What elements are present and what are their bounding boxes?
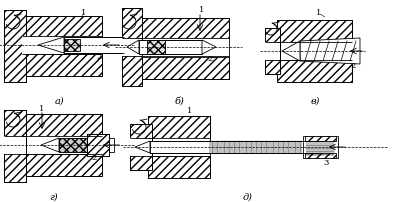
Text: г): г) <box>50 191 58 201</box>
Polygon shape <box>265 29 280 75</box>
Text: 2: 2 <box>91 153 97 161</box>
Polygon shape <box>122 9 142 87</box>
Polygon shape <box>305 136 336 141</box>
Polygon shape <box>139 19 229 39</box>
Polygon shape <box>87 134 109 156</box>
Polygon shape <box>64 38 124 54</box>
Polygon shape <box>130 124 152 170</box>
Polygon shape <box>4 136 26 154</box>
Polygon shape <box>303 136 338 158</box>
Text: а): а) <box>54 96 64 105</box>
Text: 1: 1 <box>199 6 205 14</box>
Polygon shape <box>277 61 352 83</box>
Text: д): д) <box>243 191 253 201</box>
Text: 3: 3 <box>323 158 329 166</box>
Polygon shape <box>22 154 102 176</box>
Polygon shape <box>64 40 80 52</box>
Polygon shape <box>150 141 323 153</box>
Polygon shape <box>300 39 360 65</box>
Text: 1: 1 <box>81 9 87 17</box>
Polygon shape <box>22 17 102 37</box>
Polygon shape <box>4 11 26 83</box>
Polygon shape <box>4 110 26 182</box>
Text: 1: 1 <box>187 106 193 115</box>
Polygon shape <box>305 153 336 158</box>
Polygon shape <box>148 138 210 156</box>
Polygon shape <box>122 39 142 57</box>
Polygon shape <box>38 38 64 54</box>
Polygon shape <box>59 138 87 152</box>
Polygon shape <box>22 136 102 154</box>
Polygon shape <box>265 43 280 61</box>
Polygon shape <box>139 39 229 57</box>
Polygon shape <box>277 43 352 61</box>
Polygon shape <box>41 138 59 152</box>
Polygon shape <box>282 42 300 62</box>
Text: 1: 1 <box>39 104 45 113</box>
Polygon shape <box>135 141 150 153</box>
Polygon shape <box>59 138 114 152</box>
Polygon shape <box>202 41 216 55</box>
Polygon shape <box>148 156 210 178</box>
Polygon shape <box>139 41 202 55</box>
Polygon shape <box>22 115 102 136</box>
Text: 2: 2 <box>350 62 356 70</box>
Text: в): в) <box>310 96 320 105</box>
Polygon shape <box>147 41 165 55</box>
Polygon shape <box>148 116 210 138</box>
Polygon shape <box>22 37 102 55</box>
Text: 2: 2 <box>96 53 102 61</box>
Polygon shape <box>22 55 102 77</box>
Polygon shape <box>130 138 152 156</box>
Polygon shape <box>127 41 139 55</box>
Polygon shape <box>139 58 229 80</box>
Text: 2: 2 <box>208 55 213 63</box>
Polygon shape <box>277 21 352 43</box>
Text: 1: 1 <box>316 9 322 17</box>
Text: б): б) <box>174 96 184 105</box>
